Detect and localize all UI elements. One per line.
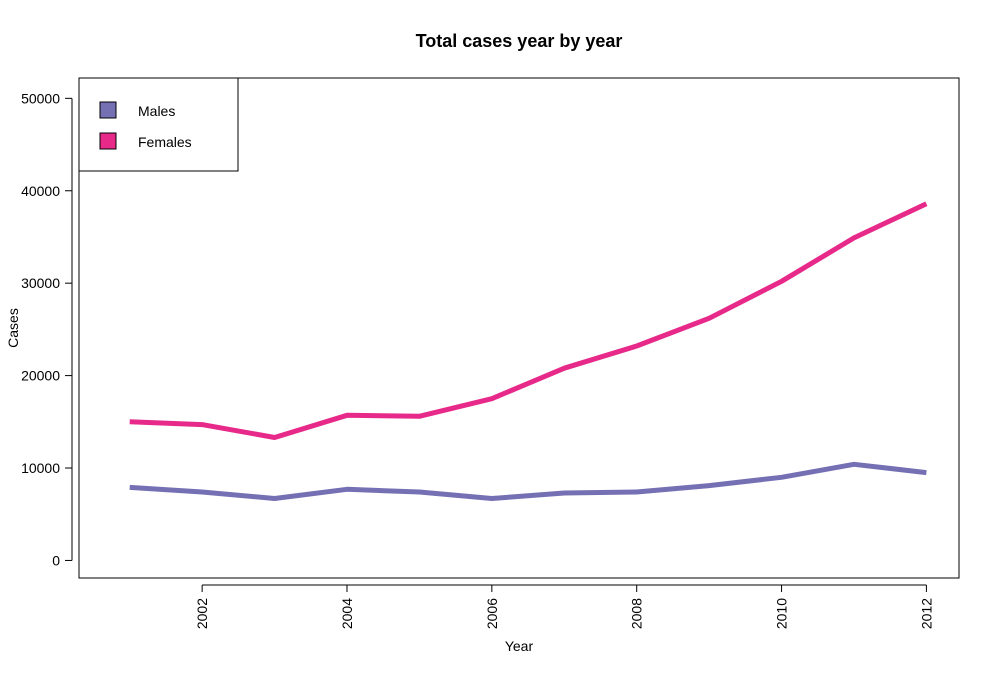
y-tick-label: 20000 <box>21 368 60 384</box>
legend-box <box>78 77 239 172</box>
y-tick-label: 50000 <box>21 90 60 106</box>
series-lines <box>129 201 928 501</box>
legend-label-males: Males <box>138 103 175 119</box>
chart-title: Total cases year by year <box>416 31 623 51</box>
legend: Males Females <box>78 77 239 172</box>
series-line-females <box>129 201 928 440</box>
x-tick-label: 2002 <box>194 598 210 629</box>
x-tick-label: 2012 <box>918 598 934 629</box>
x-tick-label: 2010 <box>774 598 790 629</box>
x-axis: 2002 2004 2006 2008 2010 2012 <box>194 584 934 629</box>
x-tick-label: 2008 <box>629 598 645 629</box>
y-axis: 0 10000 20000 30000 40000 50000 <box>21 90 73 568</box>
x-tick-label: 2006 <box>484 598 500 629</box>
y-tick-label: 0 <box>52 552 60 568</box>
legend-label-females: Females <box>138 134 192 150</box>
y-tick-label: 30000 <box>21 275 60 291</box>
x-tick-label: 2004 <box>339 598 355 629</box>
y-axis-label: Cases <box>5 308 21 348</box>
legend-swatch-males <box>99 101 117 119</box>
series-line-males <box>129 461 927 501</box>
legend-swatch-females <box>99 132 117 150</box>
y-tick-label: 40000 <box>21 183 60 199</box>
y-tick-label: 10000 <box>21 460 60 476</box>
plot-area-frame <box>78 77 960 579</box>
x-axis-label: Year <box>505 638 534 654</box>
